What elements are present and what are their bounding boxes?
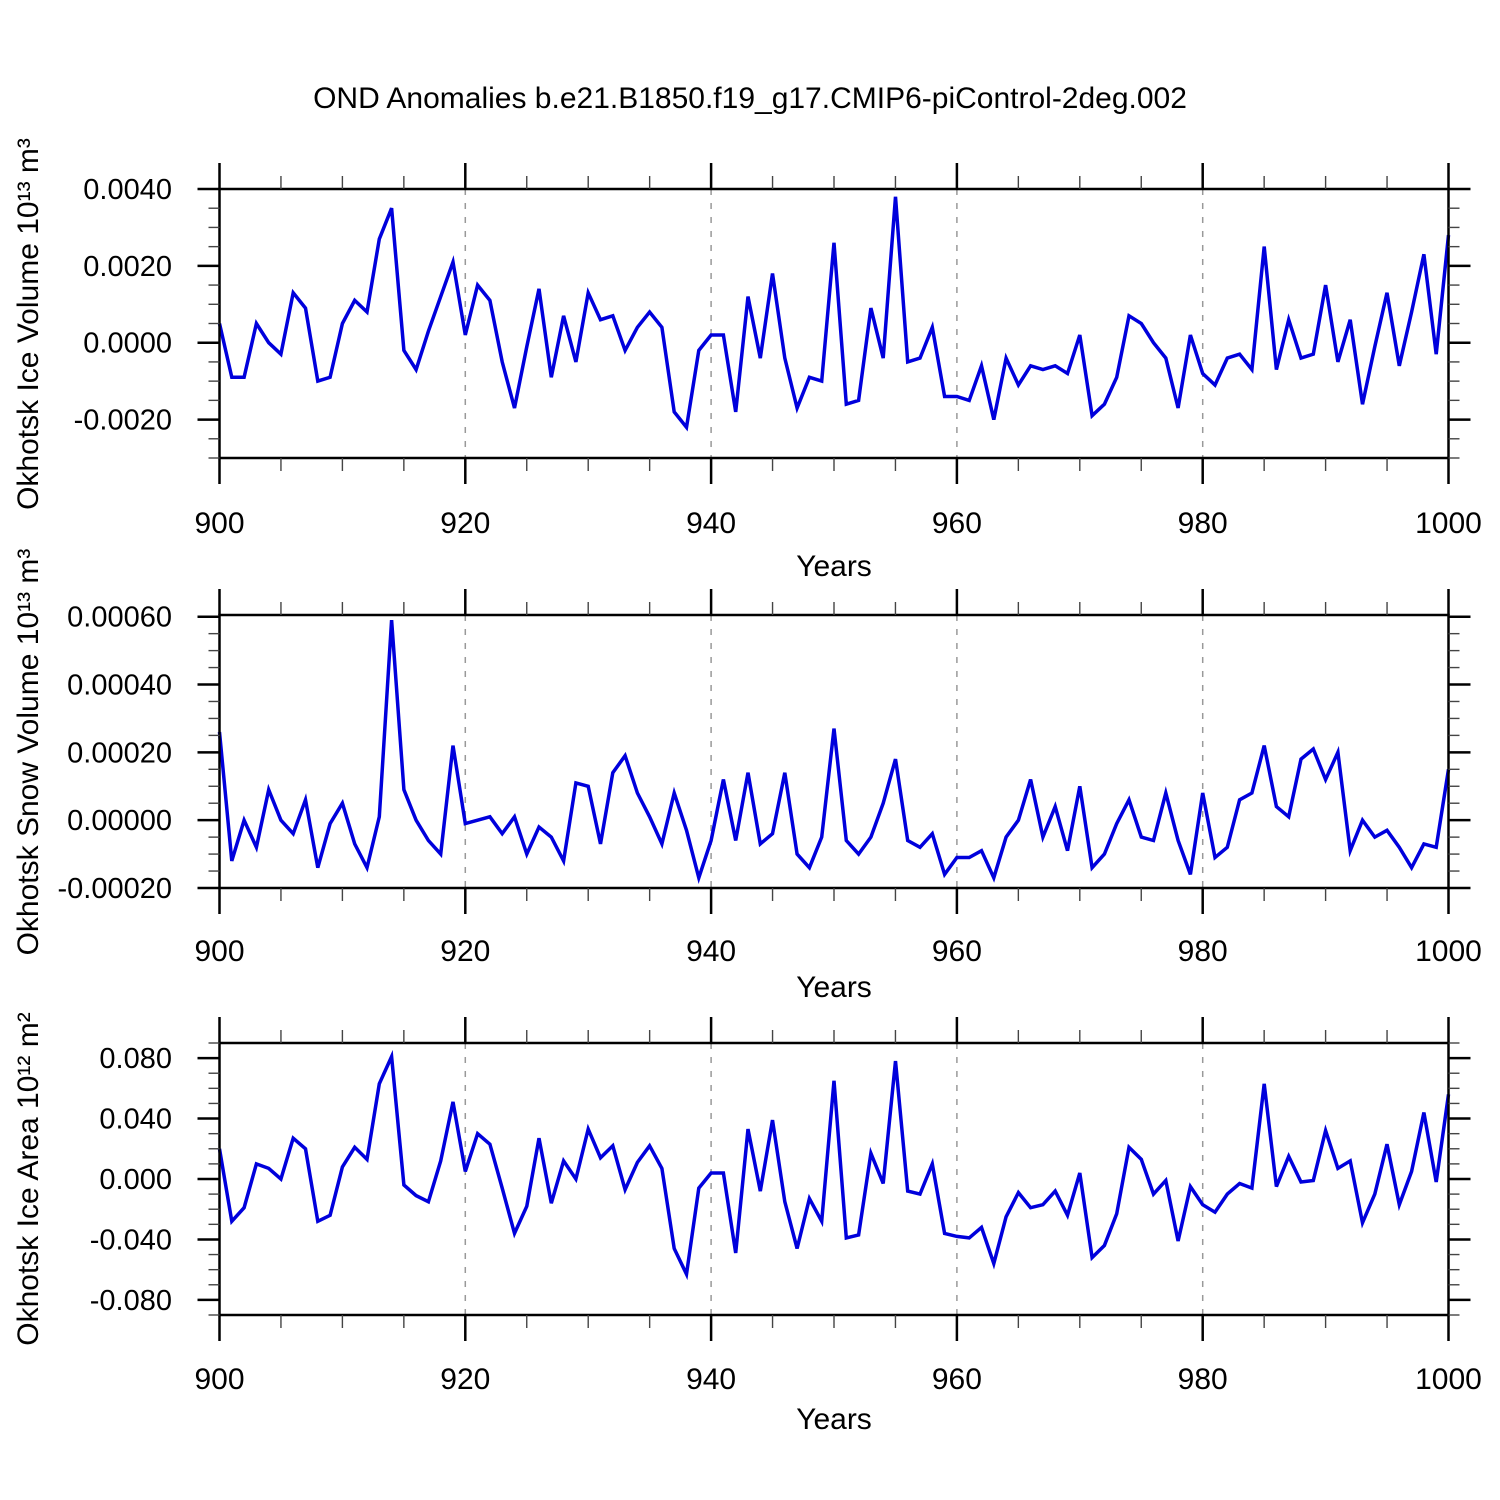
x-tick-label: 980 [1178,935,1228,968]
x-tick-label: 980 [1178,1363,1228,1396]
x-axis-label-years-panel2: Years [796,971,872,1004]
plot-frame [218,187,1450,460]
x-tick-label: 940 [686,1363,736,1396]
data-line-series [217,1049,1451,1281]
x-tick-label: 1000 [1415,935,1482,968]
x-axis-label-years-panel1: Years [796,550,872,583]
y-tick-label: 0.080 [99,1043,172,1075]
y-tick-label: 0.00060 [67,602,172,634]
x-tick-label: 960 [932,507,982,540]
y-tick-label: 0.000 [99,1164,172,1196]
y-tick-label: 0.00000 [67,805,172,837]
x-tick-label: 900 [194,935,244,968]
chart-title: OND Anomalies b.e21.B1850.f19_g17.CMIP6-… [313,82,1187,115]
x-tick-label: 920 [440,1363,490,1396]
x-tick-label: 980 [1178,507,1228,540]
y-tick-label: -0.080 [90,1285,172,1317]
panel-3: 0.080 0.040 0.000 -0.040 -0.080 900 920 940 960 9… [90,1017,1482,1396]
x-tick-label: 1000 [1415,507,1482,540]
y-tick-label: 0.00020 [67,737,172,769]
x-tick-label: 1000 [1415,1363,1482,1396]
x-tick-label: 900 [194,507,244,540]
x-tick-label: 960 [932,935,982,968]
x-axis-label-years-panel3: Years [796,1403,872,1436]
y-tick-label: 0.040 [99,1104,172,1136]
x-tick-label: 900 [194,1363,244,1396]
y-tick-label: -0.00020 [58,873,173,905]
x-tick-label: 960 [932,1363,982,1396]
y-tick-label: 0.0040 [83,174,172,206]
panel-1: 0.0040 0.0020 0.0000 -0.0020 900 920 940 960 980… [74,163,1482,540]
panel-2: 0.00060 0.00040 0.00020 0.00000 -0.00020 900 9… [58,589,1482,968]
y-tick-label: -0.040 [90,1224,172,1256]
y-tick-label: 0.0000 [83,328,172,360]
data-line-series [217,196,1451,432]
y-tick-label: 0.0020 [83,251,172,283]
y-tick-label: -0.0020 [74,405,172,437]
y-tick-label: 0.00040 [67,670,172,702]
x-tick-label: 940 [686,507,736,540]
x-tick-label: 920 [440,507,490,540]
x-tick-label: 940 [686,935,736,968]
x-tick-label: 920 [440,935,490,968]
data-line-series [217,619,1451,885]
